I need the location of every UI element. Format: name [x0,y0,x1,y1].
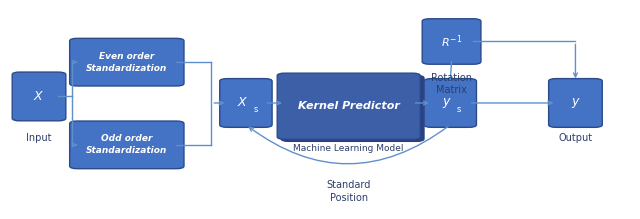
FancyBboxPatch shape [70,38,184,86]
Text: Odd order
Standardization: Odd order Standardization [86,134,168,155]
Text: Machine Learning Model: Machine Learning Model [294,144,404,153]
FancyBboxPatch shape [424,79,476,127]
Text: Standard
Position: Standard Position [326,180,371,203]
Text: s: s [456,105,461,114]
FancyBboxPatch shape [70,121,184,169]
Text: Even order
Standardization: Even order Standardization [86,52,168,72]
FancyBboxPatch shape [277,73,420,139]
Text: Rotation
Matrix: Rotation Matrix [431,72,472,95]
FancyBboxPatch shape [281,75,424,141]
Text: $y$: $y$ [570,96,580,110]
Text: Output: Output [558,133,593,143]
Text: $R^{-1}$: $R^{-1}$ [441,33,462,50]
FancyBboxPatch shape [422,19,481,64]
FancyBboxPatch shape [220,79,272,127]
Text: s: s [253,105,258,114]
Text: Input: Input [26,133,52,143]
Text: $X$: $X$ [237,97,248,110]
FancyBboxPatch shape [12,72,66,121]
Text: $X$: $X$ [33,90,45,103]
Text: $y$: $y$ [442,96,452,110]
Text: Kernel Predictor: Kernel Predictor [298,101,399,111]
FancyBboxPatch shape [548,79,602,127]
